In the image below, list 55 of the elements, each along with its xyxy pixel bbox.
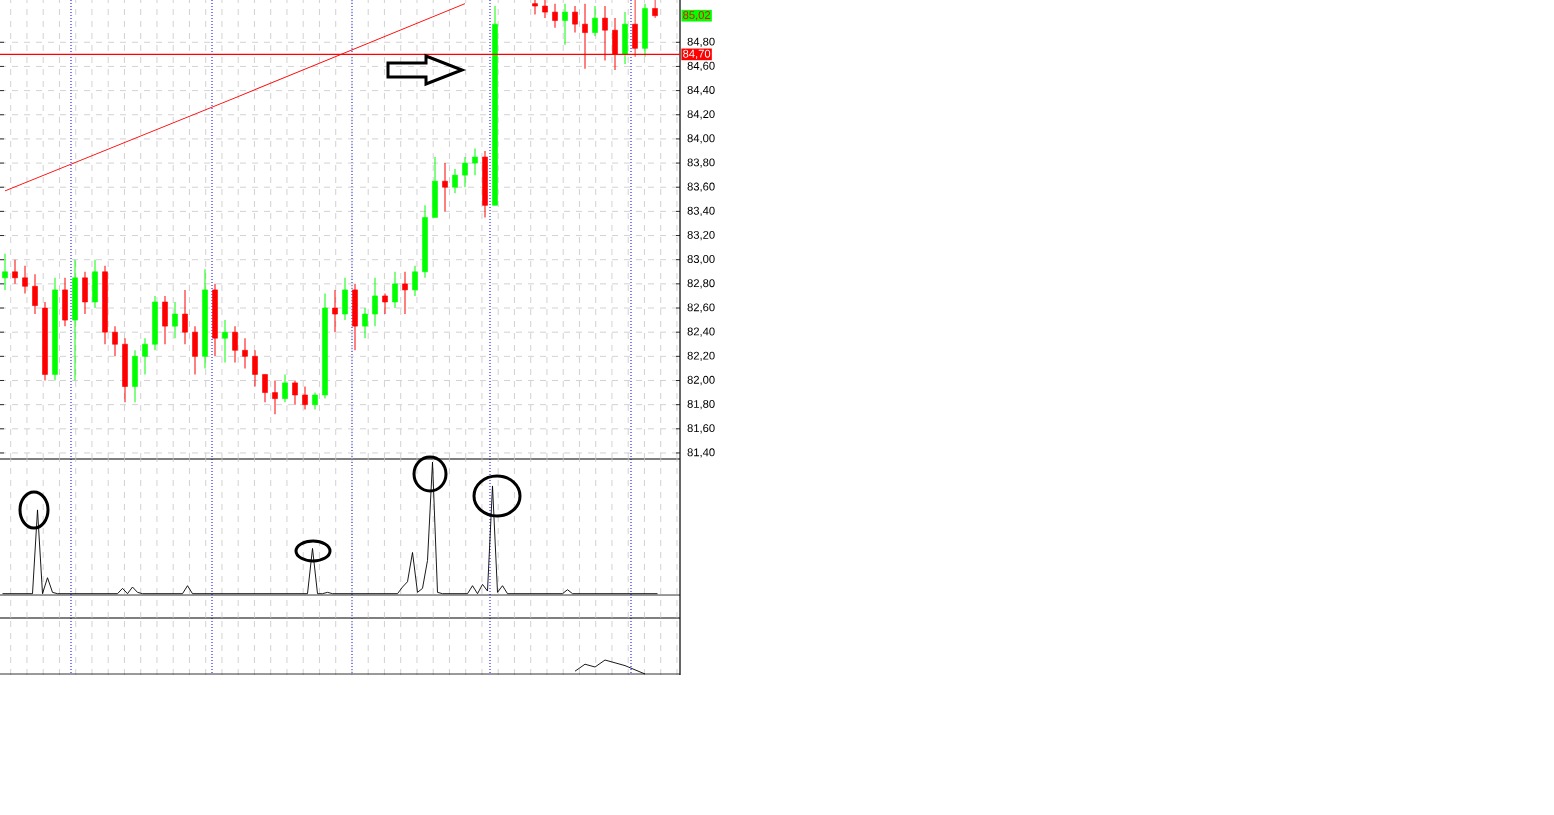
candlestick (372, 277, 378, 327)
candlestick (32, 273, 38, 315)
y-tick-label: 83,80 (687, 158, 715, 168)
candlestick (112, 325, 118, 357)
candlestick (452, 168, 458, 194)
candlestick (552, 3, 558, 29)
candlestick (292, 379, 298, 406)
candlestick (232, 325, 238, 363)
y-tick-label: 81,80 (687, 400, 715, 410)
candlestick (182, 289, 188, 345)
candlestick (442, 162, 448, 212)
y-tick-label: 82,00 (687, 375, 715, 386)
y-tick-label: 81,40 (687, 448, 715, 458)
candlestick (412, 265, 418, 297)
y-tick-label: 83,20 (687, 230, 715, 241)
y-tick-label: 84,20 (687, 110, 715, 120)
y-tick-label: 82,40 (687, 327, 715, 337)
y-tick-label: 83,00 (687, 255, 715, 265)
candlestick (592, 5, 598, 37)
candlestick (402, 271, 408, 315)
candlestick (472, 148, 478, 176)
candlestick (572, 5, 578, 34)
candlestick (542, 0, 548, 19)
candlestick (532, 0, 538, 15)
candlestick (222, 319, 228, 363)
y-tick-label: 84,00 (687, 134, 715, 144)
y-tick-label: 83,60 (687, 182, 715, 192)
candlestick (262, 373, 268, 403)
candlestick (172, 301, 178, 339)
candlestick (142, 337, 148, 375)
ref-line-label: 84,70 (683, 49, 711, 59)
candlestick (22, 265, 28, 295)
candlestick (652, 0, 658, 19)
y-tick-label: 82,80 (687, 279, 715, 289)
y-tick-label: 81,60 (687, 424, 715, 434)
y-tick-label: 82,60 (687, 303, 715, 313)
candlestick (242, 337, 248, 369)
candlestick (12, 259, 18, 285)
candlestick (252, 349, 258, 388)
candlestick (302, 386, 308, 410)
candlestick (2, 253, 8, 291)
y-tick-label: 82,20 (687, 351, 715, 361)
candlestick (332, 289, 338, 333)
text: 85,02 (683, 11, 711, 21)
candlestick (382, 293, 388, 315)
candlestick (392, 271, 398, 309)
candlestick (272, 379, 278, 415)
candlestick (462, 156, 468, 188)
candlestick (282, 373, 288, 403)
y-tick-label: 84,80 (687, 37, 715, 47)
y-tick-label: 84,60 (687, 61, 715, 72)
y-tick-label: 83,40 (687, 206, 715, 217)
candlestick (362, 307, 368, 339)
y-tick-label: 84,40 (687, 85, 715, 96)
candlestick (562, 3, 568, 46)
